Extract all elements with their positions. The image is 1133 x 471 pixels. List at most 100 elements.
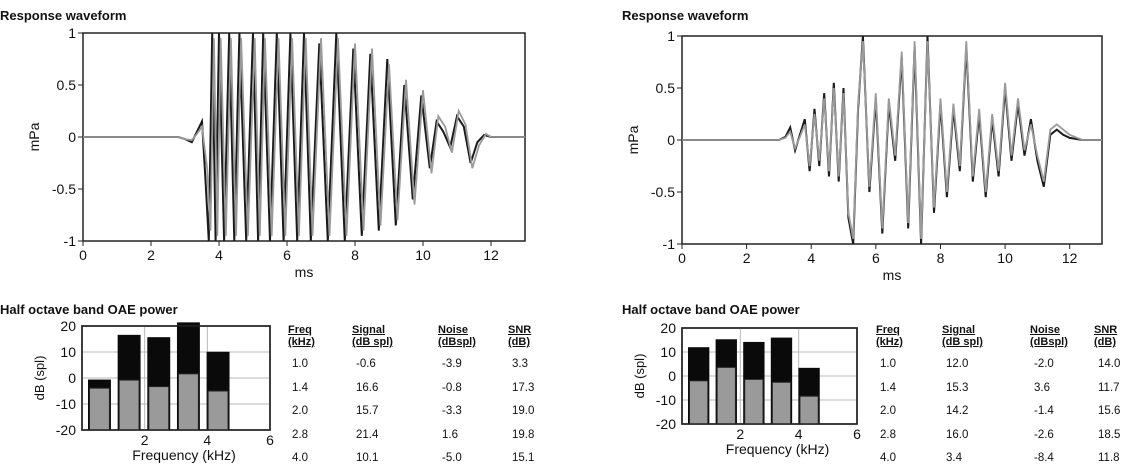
y-tick-label: -1 — [663, 236, 676, 252]
table-cell: -2.0 — [1034, 358, 1054, 370]
waveform-title: Response waveform — [0, 8, 127, 23]
table-cell: 15.1 — [512, 452, 535, 464]
table-cell: -8.4 — [1034, 452, 1054, 464]
y-tick-label: -10 — [56, 396, 76, 412]
table-header: Signal (dB spl) — [352, 324, 393, 348]
x-tick-label: 6 — [853, 426, 861, 442]
waveform-series-line-1 — [83, 33, 525, 241]
y-tick-label: 10 — [60, 344, 76, 360]
table-cell: -3.9 — [442, 358, 462, 370]
waveform-chart: 0 2 4 6 8 10 12 -1 -0.5 0 0.5 1 ms mPa — [625, 28, 1103, 283]
y-tick-label: 1 — [667, 28, 675, 44]
noise-bar — [771, 381, 792, 425]
table-header-line: Freq — [288, 324, 312, 336]
table-header-line: (dB spl) — [352, 336, 393, 348]
table-header-line: Signal — [352, 324, 386, 336]
noise-bar — [177, 373, 199, 431]
x-tick-label: 12 — [483, 247, 499, 263]
y-tick-label: 10 — [660, 344, 676, 360]
table-cell: 4.0 — [880, 452, 896, 464]
table-cell: 1.4 — [880, 381, 896, 394]
table-cell: 16.6 — [356, 381, 379, 394]
noise-bar — [716, 366, 736, 425]
noise-bar — [689, 380, 709, 425]
x-tick-label: 4 — [215, 247, 223, 263]
noise-bar — [89, 387, 110, 431]
table-cell: 12.0 — [946, 358, 969, 370]
x-tick-label: 6 — [283, 247, 291, 263]
x-tick-label: 4 — [203, 432, 211, 448]
oae-title: Half octave band OAE power — [622, 302, 800, 317]
table-header: Freq (kHz) — [288, 324, 315, 348]
x-tick-label: 2 — [147, 247, 155, 263]
table-cell: 2.8 — [292, 428, 308, 441]
table-cell: -5.0 — [442, 452, 462, 464]
x-tick-label: 6 — [266, 432, 274, 448]
plot-frame-outline — [81, 325, 271, 431]
x-tick-label: 8 — [351, 247, 359, 263]
x-tick-label: 4 — [807, 250, 815, 266]
table-header-line: (dB) — [1094, 336, 1116, 348]
table-cell: 19.8 — [512, 428, 535, 441]
table-cell: 14.2 — [946, 405, 969, 417]
table-cell: 2.8 — [880, 428, 896, 441]
y-tick-label: -20 — [656, 416, 676, 432]
table-header-line: (kHz) — [876, 336, 903, 348]
table-cell: 3.6 — [1034, 381, 1050, 394]
table-header-line: (dBspl) — [1030, 336, 1068, 348]
noise-bar — [118, 379, 140, 431]
y-tick-label: 20 — [660, 320, 676, 336]
x-tick-label: 12 — [1062, 250, 1078, 266]
y-axis-label: dB (spl) — [32, 356, 47, 401]
y-axis-label: mPa — [26, 122, 42, 151]
table-cell: 3.4 — [946, 452, 962, 464]
table-cell: -0.8 — [442, 381, 462, 394]
table-header-line: SNR — [508, 324, 532, 336]
table-cell: 15.6 — [1098, 405, 1121, 417]
right-panel: Response waveform 0 2 4 6 8 10 12 -1 -0.5 0 0.5 1 ms… — [600, 0, 1133, 471]
table-cell: 1.6 — [442, 428, 458, 441]
x-tick-label: 8 — [937, 250, 945, 266]
y-tick-label: 0.5 — [57, 77, 77, 93]
table-cell: 11.8 — [1098, 452, 1120, 464]
y-tick-label: 0 — [68, 370, 76, 386]
oae-table: Freq (kHz) Signal (dB spl) Noise (dBspl) SNR (d… — [876, 324, 1131, 464]
table-header-line: Signal — [942, 324, 976, 336]
table-cell: 2.0 — [880, 405, 896, 417]
table-cell: 15.3 — [946, 381, 969, 394]
table-cell: 14.0 — [1098, 358, 1121, 370]
table-cell: 4.0 — [292, 452, 308, 464]
table-header-line: (dBspl) — [438, 336, 476, 348]
table-header-line: Freq — [876, 324, 900, 336]
x-tick-label: 10 — [415, 247, 431, 263]
x-tick-label: 4 — [795, 426, 803, 442]
x-tick-label: 0 — [79, 247, 87, 263]
table-cell: 11.7 — [1098, 381, 1120, 394]
x-axis-label: Frequency (kHz) — [726, 441, 829, 457]
x-tick-label: 2 — [743, 250, 751, 266]
oae-bar-chart: -20 -10 0 10 20 2 4 6 Frequency (kHz) dB (spl) — [32, 318, 274, 463]
noise-bar — [148, 386, 170, 431]
waveform-title: Response waveform — [622, 8, 749, 23]
waveform-chart: 0 2 4 6 8 10 12 -1 -0.5 0 0.5 1 ms mPa — [26, 25, 526, 280]
table-cell: -0.6 — [356, 358, 376, 370]
y-tick-label: 20 — [60, 318, 76, 334]
y-tick-label: 0 — [68, 129, 76, 145]
table-cell: 21.4 — [356, 428, 379, 441]
table-header-line: (dB) — [508, 336, 530, 348]
table-cell: 16.0 — [946, 428, 969, 441]
oae-title: Half octave band OAE power — [0, 302, 178, 317]
table-header: SNR (dB) — [1094, 324, 1117, 348]
x-axis-label: ms — [295, 264, 314, 280]
table-cell: 10.1 — [356, 452, 379, 464]
oae-bar-chart: -20 -10 0 10 20 2 4 6 Frequency (kHz) dB (spl) — [632, 320, 861, 457]
noise-bar — [799, 395, 819, 425]
noise-bar — [207, 390, 229, 431]
table-header: Signal (dB spl) — [942, 324, 983, 348]
table-header-line: Noise — [1030, 324, 1060, 336]
table-cell: 1.4 — [292, 381, 308, 394]
y-tick-label: -20 — [56, 422, 76, 438]
x-tick-label: 6 — [872, 250, 880, 266]
table-cell: -1.4 — [1034, 405, 1054, 417]
y-tick-label: 0 — [668, 368, 676, 384]
